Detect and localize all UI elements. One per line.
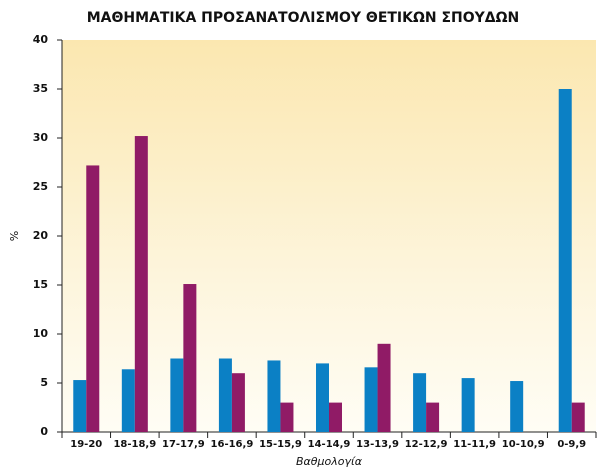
bar	[267, 360, 281, 432]
x-axis-label: Βαθμολογία	[296, 455, 363, 468]
bar	[364, 367, 378, 432]
x-tick-label: 12-12,9	[405, 439, 448, 450]
x-tick-label: 19-20	[70, 439, 102, 450]
chart-title: ΜΑΘΗΜΑΤΙΚΑ ΠΡΟΣΑΝΑΤΟΛΙΣΜΟΥ ΘΕΤΙΚΩΝ ΣΠΟΥΔ…	[87, 10, 520, 26]
x-tick-label: 16-16,9	[211, 439, 254, 450]
y-tick-label: 0	[40, 425, 48, 438]
bar	[231, 373, 245, 432]
x-tick-label: 10-10,9	[502, 439, 545, 450]
x-tick-label: 17-17,9	[162, 439, 205, 450]
y-tick-label: 5	[40, 376, 48, 389]
bar	[280, 402, 294, 432]
bar	[571, 402, 585, 432]
y-tick-label: 35	[33, 82, 48, 95]
bar	[377, 343, 391, 432]
x-tick-label: 13-13,9	[356, 439, 399, 450]
y-tick-label: 30	[33, 131, 49, 144]
x-tick-label: 0-9,9	[557, 439, 586, 450]
y-tick-label: 10	[33, 327, 49, 340]
y-tick-label: 20	[33, 229, 49, 242]
bar	[510, 381, 524, 432]
y-axis-label: %	[8, 231, 21, 241]
bar	[413, 373, 427, 432]
y-tick-label: 25	[33, 180, 48, 193]
bar	[121, 369, 135, 432]
x-tick-label: 14-14,9	[308, 439, 351, 450]
x-tick-label: 15-15,9	[259, 439, 302, 450]
x-tick-label: 18-18,9	[113, 439, 156, 450]
bar	[170, 358, 184, 432]
bar	[329, 402, 342, 432]
bar	[86, 165, 100, 432]
bar	[134, 136, 148, 433]
bar	[73, 380, 87, 432]
bar	[316, 363, 329, 432]
bar	[461, 378, 475, 432]
bar	[558, 89, 572, 432]
y-tick-label: 15	[33, 278, 48, 291]
bar	[426, 402, 440, 432]
y-tick-label: 40	[33, 33, 49, 46]
bar	[218, 358, 232, 432]
x-tick-label: 11-11,9	[453, 439, 496, 450]
bar	[183, 284, 197, 432]
